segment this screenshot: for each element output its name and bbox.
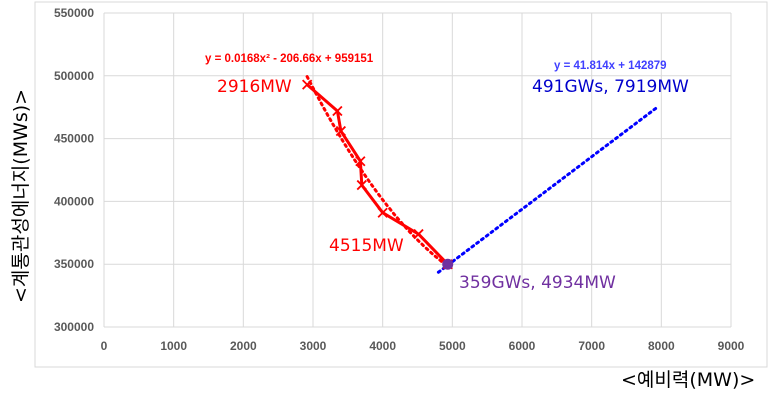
trendline-linear <box>436 106 658 274</box>
trendline-equation-linear: y = 41.814x + 142879 <box>554 60 667 72</box>
y-tick-label: 350000 <box>54 257 94 271</box>
chart-border <box>34 1 768 368</box>
x-tick-label: 7000 <box>578 339 605 353</box>
trendline-quadratic <box>305 75 450 268</box>
data-point-marker <box>332 105 343 117</box>
axis-layer: 300000 350000 400000 450000 500000 550000 0 100… <box>54 6 745 353</box>
series-layer <box>302 79 454 270</box>
x-tick-label: 1000 <box>160 339 187 353</box>
data-point-marker <box>355 156 366 167</box>
annotation-359gws: 359GWs, 4934MW <box>459 273 616 293</box>
y-tick-label: 450000 <box>54 132 94 146</box>
trendline-equation-quadratic: y = 0.0168x² - 206.66x + 959151 <box>205 53 374 65</box>
x-axis-label: <예비력(MW)> <box>621 369 755 391</box>
highlight-point <box>442 258 454 270</box>
y-tick-label: 300000 <box>54 320 94 334</box>
grid-layer <box>103 12 732 328</box>
x-tick-label: 9000 <box>718 339 745 353</box>
data-point-marker <box>356 179 367 191</box>
annotation-2916mw: 2916MW <box>217 77 292 97</box>
annotation-491gws: 491GWs, 7919MW <box>532 77 689 97</box>
series-line <box>306 83 449 266</box>
data-point-marker <box>335 125 347 137</box>
x-tick-label: 5000 <box>439 339 466 353</box>
x-tick-label: 0 <box>101 339 108 353</box>
x-tick-label: 3000 <box>300 339 327 353</box>
data-point-marker <box>413 228 424 240</box>
x-tick-label: 8000 <box>648 339 675 353</box>
y-tick-label: 400000 <box>54 194 94 208</box>
trendline-layer <box>305 75 658 274</box>
data-point-marker <box>377 207 388 218</box>
data-point-marker <box>302 79 313 90</box>
y-tick-label: 500000 <box>54 69 94 83</box>
y-axis-label: <계통관성에너지(MWs)> <box>10 89 32 303</box>
y-tick-label: 550000 <box>54 6 94 20</box>
annotation-4515mw: 4515MW <box>329 236 404 256</box>
x-tick-label: 2000 <box>230 339 257 353</box>
x-tick-label: 4000 <box>369 339 396 353</box>
x-tick-label: 6000 <box>509 339 536 353</box>
